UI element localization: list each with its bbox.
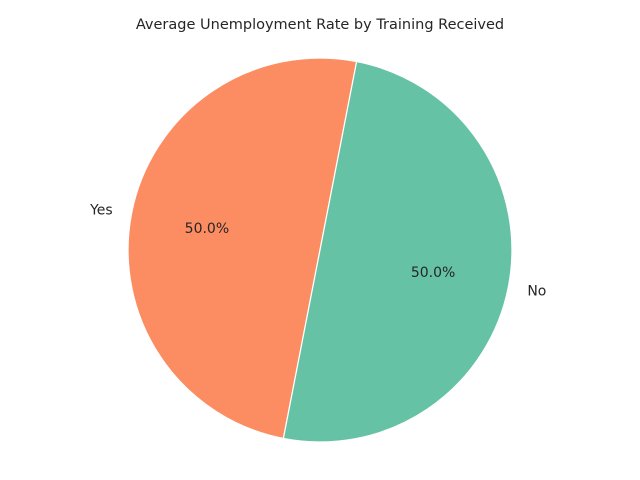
pie-slice-yes xyxy=(127,57,358,440)
pie-labels: Yes 50.0% No 50.0% xyxy=(89,203,546,300)
slice-label-no: No xyxy=(527,283,546,299)
slice-label-yes: Yes xyxy=(89,203,113,219)
percent-label-yes: 50.0% xyxy=(185,221,229,237)
pie-slice-no xyxy=(282,60,513,443)
chart-title: Average Unemployment Rate by Training Re… xyxy=(136,17,504,33)
pie-slices xyxy=(127,57,513,443)
percent-label-no: 50.0% xyxy=(411,265,455,281)
